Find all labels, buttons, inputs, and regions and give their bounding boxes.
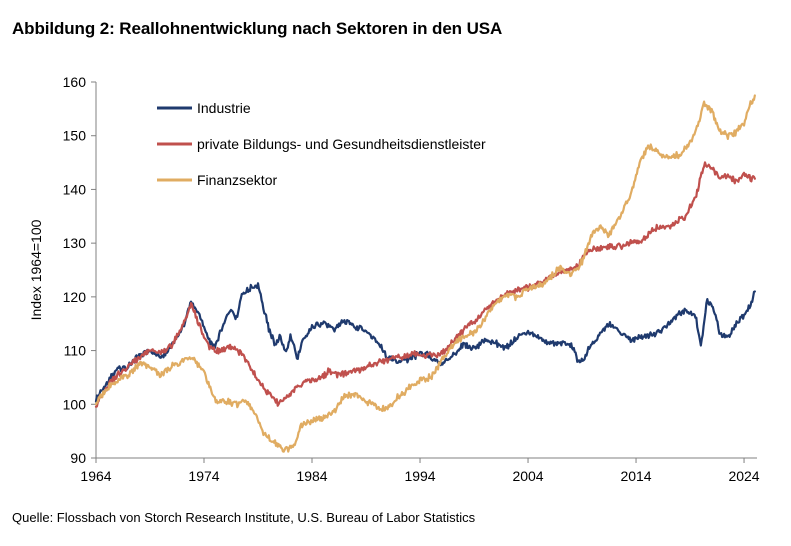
y-tick-label: 120 [63,289,87,305]
y-tick-label: 150 [63,128,87,144]
x-tick-label: 2024 [728,468,759,484]
x-tick-label: 1974 [188,468,219,484]
x-tick-label: 1964 [80,468,111,484]
x-tick-label: 1994 [404,468,435,484]
series-line-1 [94,282,756,403]
legend-label: private Bildungs- und Gesundheitsdienstl… [197,136,486,152]
y-tick-label: 100 [63,396,87,412]
x-tick-label: 2004 [512,468,543,484]
axes: 90 100 110 120 130 140 150 160 1964 1974 1984 1994 2… [63,74,760,484]
y-axis-label: Index 1964=100 [28,219,44,320]
x-tick-label: 2014 [620,468,651,484]
series-line-3 [94,94,756,453]
series-lines [94,94,756,453]
y-tick-label: 160 [63,74,87,90]
y-tick-label: 140 [63,181,87,197]
y-tick-label: 90 [70,450,86,466]
series-line-2 [94,161,756,408]
y-tick-label: 110 [64,343,87,359]
legend-label: Finanzsektor [197,172,277,188]
y-tick-label: 130 [63,235,87,251]
legend: Industrie private Bildungs- und Gesundhei… [157,100,486,188]
x-tick-label: 1984 [296,468,327,484]
legend-label: Industrie [197,100,251,116]
chart-title: Abbildung 2: Reallohnentwicklung nach Se… [12,19,503,38]
source-note: Quelle: Flossbach von Storch Research In… [12,510,476,525]
